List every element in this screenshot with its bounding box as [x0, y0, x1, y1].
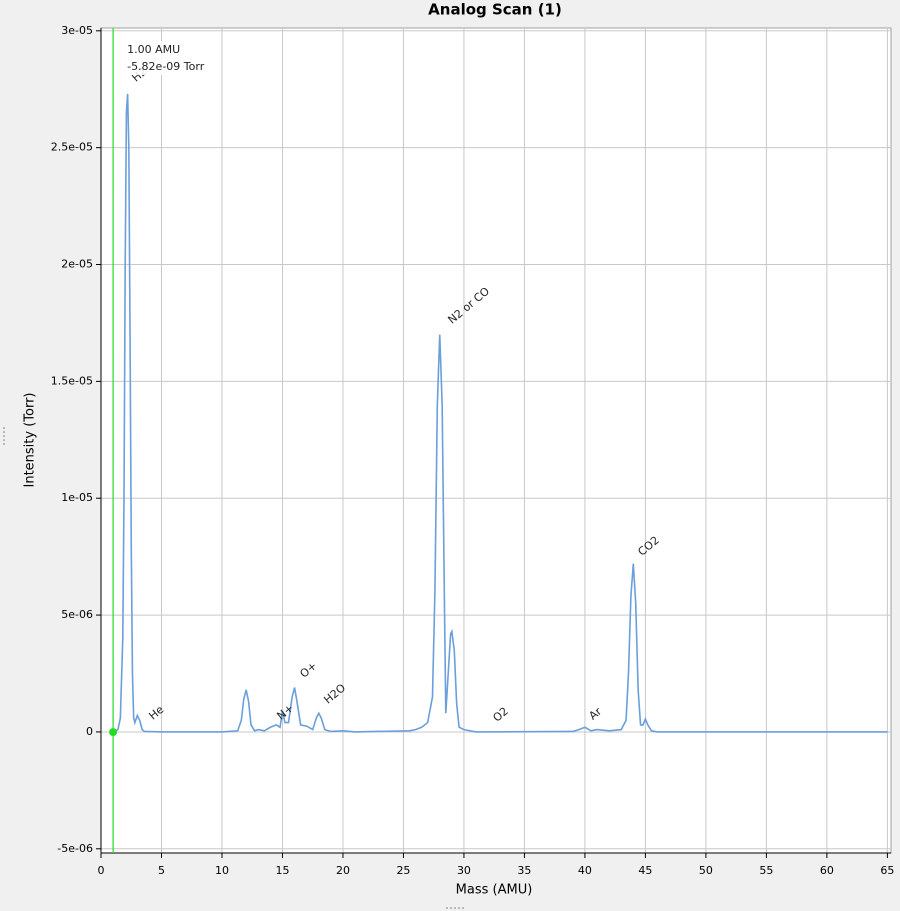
- series-line: [112, 93, 888, 733]
- chart-title: Analog Scan (1): [428, 1, 562, 19]
- splitter-handle[interactable]: [3, 427, 464, 909]
- cursor-value-label: -5.82e-09 Torr: [127, 60, 205, 73]
- x-axis-label: Mass (AMU): [456, 883, 533, 898]
- x-tick-label: 25: [396, 864, 410, 877]
- x-tick-label: 55: [759, 864, 773, 877]
- x-tick-label: 20: [336, 864, 350, 877]
- x-tick-label: 10: [215, 864, 229, 877]
- y-tick-label: 2.5e-05: [51, 141, 93, 154]
- y-tick-label: 1e-05: [61, 491, 93, 504]
- cursor-tooltip: [122, 41, 215, 75]
- cursor-marker: [109, 728, 118, 737]
- x-tick-label: 0: [98, 864, 105, 877]
- y-tick-label: -5e-06: [57, 842, 93, 855]
- y-tick-label: 0: [86, 725, 93, 738]
- x-tick-label: 30: [457, 864, 471, 877]
- y-tick-label: 2e-05: [61, 258, 93, 271]
- x-tick-label: 40: [578, 864, 592, 877]
- x-tick-label: 65: [880, 864, 894, 877]
- x-tick-label: 50: [699, 864, 713, 877]
- y-tick-label: 1.5e-05: [51, 374, 93, 387]
- y-axis-label: Intensity (Torr): [23, 392, 38, 487]
- plot-area: [100, 27, 892, 854]
- cursor-x-label: 1.00 AMU: [127, 43, 180, 56]
- y-tick-label: 5e-06: [61, 608, 93, 621]
- x-tick-label: 60: [820, 864, 834, 877]
- y-tick-label: 3e-05: [61, 24, 93, 37]
- x-tick-label: 45: [638, 864, 652, 877]
- x-tick-label: 35: [517, 864, 531, 877]
- x-tick-label: 15: [275, 864, 289, 877]
- x-tick-label: 5: [158, 864, 165, 877]
